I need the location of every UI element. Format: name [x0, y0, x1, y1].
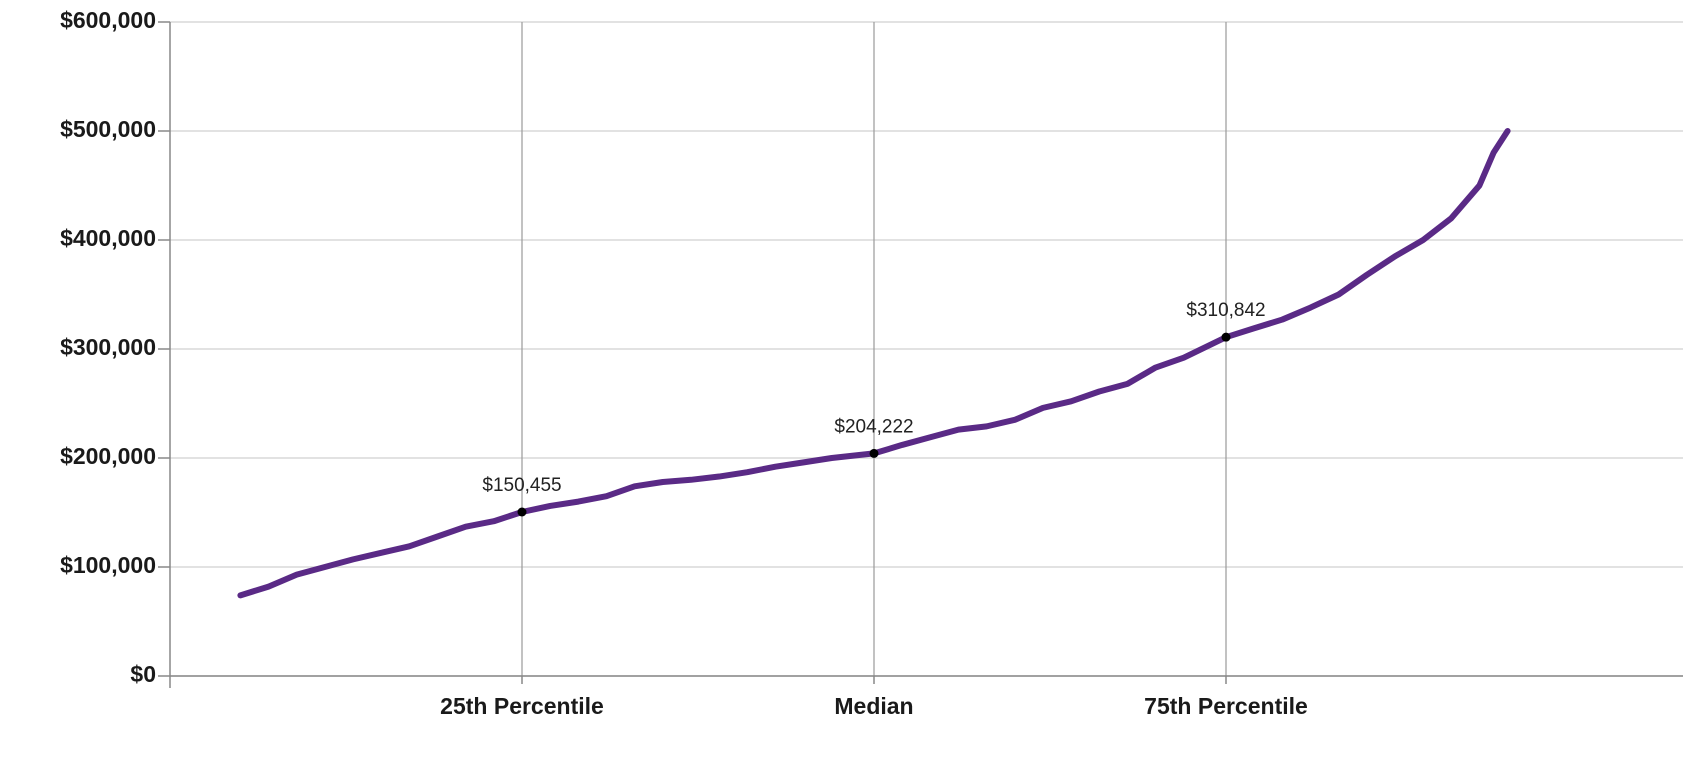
annotation-label: $204,222	[834, 416, 913, 437]
y-tick-label: $500,000	[60, 116, 156, 142]
y-tick-label: $600,000	[60, 7, 156, 33]
x-tick-label: Median	[834, 693, 913, 719]
y-tick-label: $400,000	[60, 225, 156, 251]
annotation-point	[1221, 332, 1231, 342]
y-tick-label: $200,000	[60, 443, 156, 469]
data-line	[237, 128, 1511, 599]
x-tick-label: 75th Percentile	[1144, 693, 1308, 719]
x-tick-label: 25th Percentile	[440, 693, 604, 719]
annotation-point	[869, 448, 879, 458]
annotation-point	[517, 507, 527, 517]
y-tick-label: $0	[130, 661, 156, 687]
annotation-label: $310,842	[1186, 300, 1265, 321]
annotation-label: $150,455	[482, 475, 561, 496]
y-tick-label: $300,000	[60, 334, 156, 360]
y-tick-label: $100,000	[60, 552, 156, 578]
